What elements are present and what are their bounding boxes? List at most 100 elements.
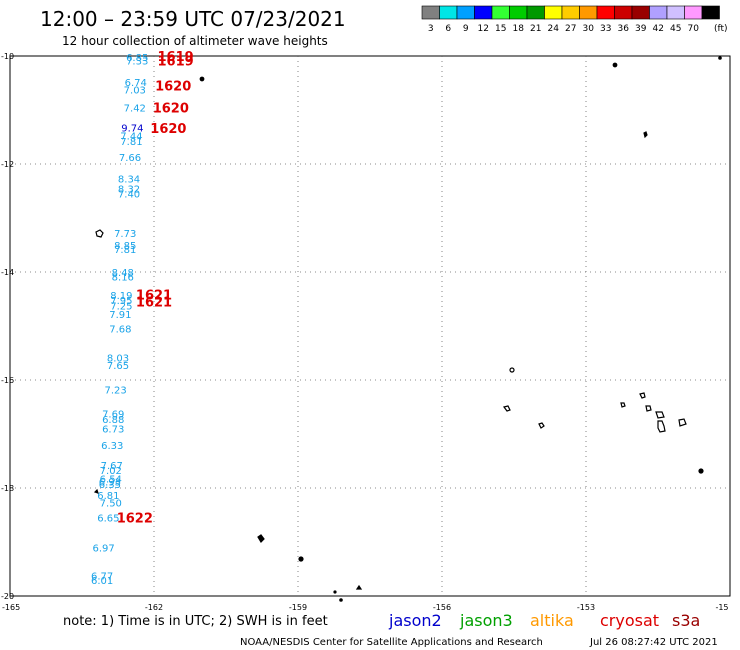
legend-swatch (666, 5, 685, 20)
satellite-name: s3a (672, 611, 700, 630)
latitude-labels: -10 -12 -14 -16 -18 -20 (1, 52, 14, 601)
lon-label: -156 (433, 603, 451, 612)
time-label: 1621 (136, 289, 172, 304)
legend-swatch (439, 5, 458, 20)
legend-label: 42 (653, 24, 664, 34)
island (538, 422, 545, 429)
wave-height-value: 8.03 (107, 353, 129, 364)
wave-height-value: 8.85 (114, 241, 136, 252)
island (333, 590, 337, 594)
legend-swatch (544, 5, 563, 20)
legend-label: 27 (565, 24, 576, 34)
legend-swatch (596, 5, 615, 20)
legend-swatch (491, 5, 510, 20)
island (93, 488, 99, 494)
wave-height-value: 7.81 (120, 137, 142, 148)
footer-credit: NOAA/NESDIS Center for Satellite Applica… (240, 637, 543, 648)
lon-label: -153 (577, 603, 595, 612)
satellite-name: altika (530, 611, 574, 630)
lon-label: -159 (289, 603, 307, 612)
time-label: 1619 (158, 50, 194, 65)
island (339, 598, 343, 602)
island (355, 584, 363, 590)
legend-label: 33 (600, 24, 611, 34)
wave-height-value: 6.88 (102, 415, 124, 426)
lat-label: -10 (1, 52, 14, 61)
wave-height-value: 7.68 (109, 325, 131, 336)
wave-height-value: 7.23 (104, 386, 126, 397)
wave-height-observations: 6.857.336.747.037.429.747.447.817.668.34… (91, 53, 148, 587)
island (655, 411, 665, 419)
satellite-name: jason2 (388, 611, 442, 630)
legend-swatch (649, 5, 668, 20)
wave-height-value: 6.93 (99, 478, 121, 489)
wave-height-value: 8.48 (112, 268, 134, 279)
lon-label: -162 (145, 603, 163, 612)
wave-height-value: 6.33 (101, 441, 123, 452)
wave-height-value: 6.54 (100, 474, 122, 485)
wave-height-value: 8.16 (112, 272, 134, 283)
island (95, 229, 104, 238)
wave-height-value: 7.50 (100, 499, 122, 510)
legend-label: 30 (583, 24, 595, 34)
legend-label: 45 (670, 24, 681, 34)
map-grid (10, 56, 730, 596)
wave-height-value: 6.77 (91, 571, 113, 582)
island (718, 56, 722, 60)
island (678, 418, 687, 427)
wave-height-value: 7.44 (120, 131, 142, 142)
legend-label: 9 (463, 24, 469, 34)
wave-height-value: 6.81 (97, 491, 119, 502)
wave-height-value: 6.01 (91, 576, 113, 587)
lat-label: -16 (1, 376, 14, 385)
legend-label: 36 (618, 24, 630, 34)
legend-swatch (509, 5, 528, 20)
wave-height-value: 7.33 (126, 56, 148, 67)
wave-height-value: 7.02 (100, 466, 122, 477)
time-label: 1620 (150, 122, 186, 137)
legend-label: 3 (428, 24, 434, 34)
wave-height-value: 6.74 (125, 78, 147, 89)
legend-swatch (421, 5, 440, 20)
island (657, 420, 666, 433)
legend-swatch (701, 5, 720, 20)
wave-height-value: 6.97 (92, 543, 114, 554)
island (612, 62, 618, 68)
legend-label: 6 (445, 24, 451, 34)
legend-swatch (684, 5, 703, 20)
wave-height-value: 7.25 (110, 301, 132, 312)
page-subtitle: 12 hour collection of altimeter wave hei… (62, 34, 328, 48)
wave-height-value: 8.19 (110, 291, 132, 302)
island (199, 76, 205, 82)
legend-swatch (614, 5, 633, 20)
legend-label: 39 (635, 24, 647, 34)
legend-label: 70 (688, 24, 700, 34)
wave-height-value: 6.35 (99, 480, 121, 491)
page-title: 12:00 – 23:59 UTC 07/23/2021 (40, 7, 346, 31)
wave-height-value: 7.91 (109, 310, 131, 321)
wave-height-value: 8.32 (118, 184, 140, 195)
wave-height-value: 7.69 (102, 409, 124, 420)
wave-height-value: 7.40 (118, 190, 140, 201)
legend-swatch (561, 5, 580, 20)
footer-timestamp: Jul 26 08:27:42 UTC 2021 (589, 637, 718, 648)
legend-swatch (579, 5, 598, 20)
legend-swatch (456, 5, 475, 20)
island (698, 468, 704, 474)
time-label: 1620 (155, 80, 191, 95)
wave-height-value: 9.74 (121, 123, 143, 134)
lat-label: -20 (1, 592, 14, 601)
map-frame (9, 55, 731, 597)
legend-label: 18 (513, 24, 525, 34)
wave-height-value: 7.42 (124, 103, 146, 114)
lat-label: -14 (1, 268, 14, 277)
island (257, 534, 265, 543)
satellite-name: jason3 (459, 611, 513, 630)
wave-height-value: 6.73 (102, 425, 124, 436)
island (643, 131, 648, 139)
island (639, 392, 646, 399)
island (645, 405, 652, 412)
island (502, 405, 511, 412)
